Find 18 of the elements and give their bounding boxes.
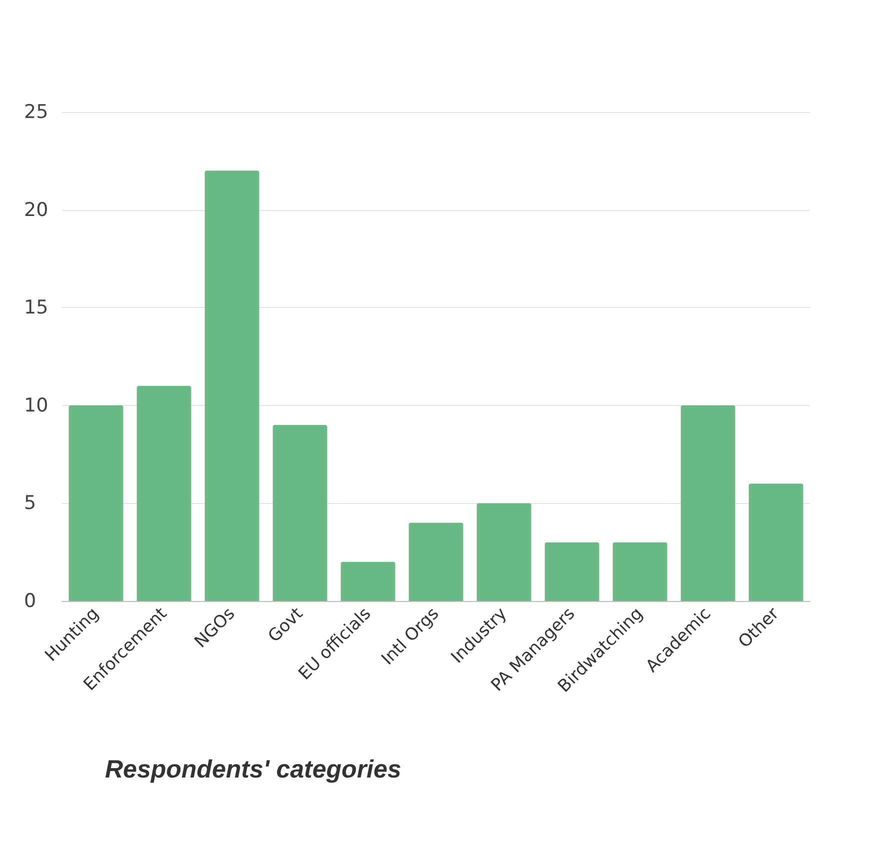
bar — [680, 405, 736, 601]
bar — [136, 386, 192, 601]
bar — [204, 170, 260, 601]
bar — [476, 503, 532, 601]
y-tick-label: 25 — [24, 101, 48, 123]
text: Respondents' categories — [105, 756, 402, 784]
bar — [68, 405, 124, 601]
bar — [748, 484, 804, 601]
y-tick-label: 5 — [24, 492, 36, 514]
y-tick-label: 0 — [24, 590, 36, 612]
y-tick-label: 10 — [24, 394, 48, 416]
bar — [612, 542, 668, 601]
y-tick-label: 20 — [24, 198, 48, 221]
bar — [340, 562, 396, 601]
bar — [272, 424, 328, 601]
y-tick-label: 15 — [24, 296, 48, 319]
bar — [544, 542, 600, 601]
bar — [408, 522, 464, 601]
